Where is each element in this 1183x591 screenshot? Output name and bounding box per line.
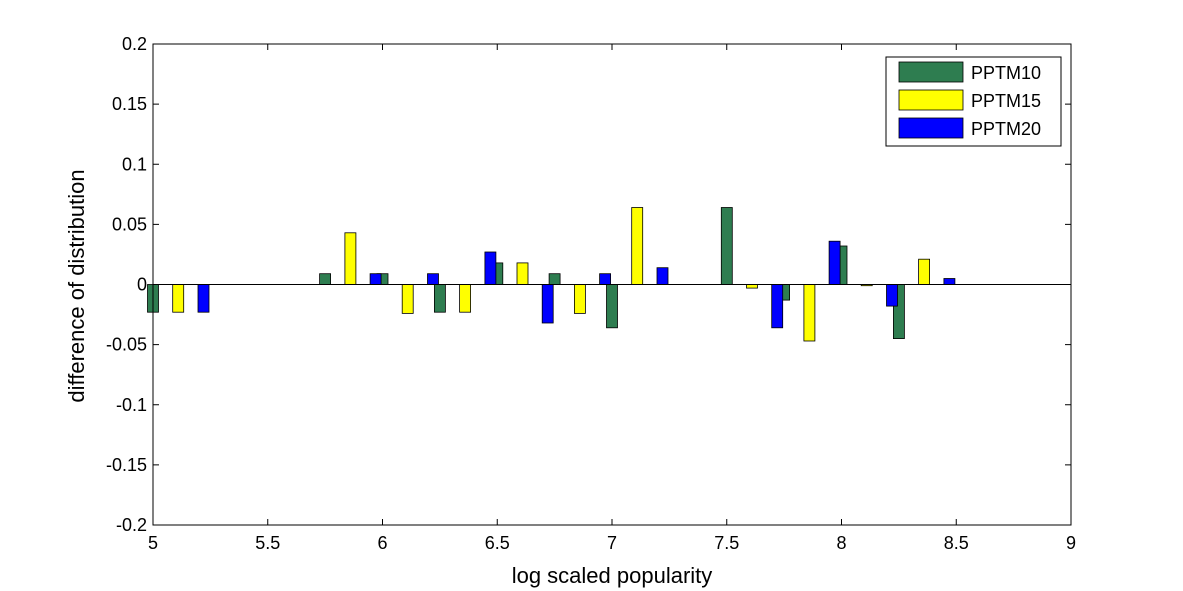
y-axis-ticks: -0.2 -0.15 -0.1 -0.05 0 0.05 0.1 0.15 0.2: [106, 34, 1071, 535]
bars-group: [147, 207, 956, 342]
bar-pptm15-8: [803, 284, 816, 342]
bar-pptm20-4: [541, 284, 554, 324]
x-axis-label: log scaled popularity: [512, 563, 713, 588]
y-axis-label: difference of distribution: [64, 169, 89, 402]
bar-pptm20-7: [771, 284, 784, 329]
x-tick-label: 6.5: [485, 533, 510, 553]
bar-pptm15-3: [459, 284, 472, 313]
bar-pptm15-5: [574, 284, 586, 314]
x-tick-label: 6: [377, 533, 387, 553]
bar-pptm15-4: [516, 262, 529, 285]
bar-pptm20-0: [197, 284, 210, 313]
bar-pptm10-7: [720, 207, 733, 285]
legend: PPTM10 PPTM15 PPTM20: [885, 56, 1062, 147]
legend-swatch-pptm10: [898, 61, 964, 83]
bar-pptm15-2: [401, 284, 414, 314]
x-tick-label: 5: [148, 533, 158, 553]
bar-pptm20-2: [427, 273, 439, 285]
x-tick-label: 7.5: [714, 533, 739, 553]
y-tick-label: 0.15: [112, 94, 147, 114]
bar-pptm20-5: [599, 273, 611, 285]
y-tick-label: -0.1: [116, 395, 147, 415]
bar-pptm10-6: [606, 284, 618, 329]
bar-pptm10-5: [548, 273, 561, 285]
bar-pptm20-1: [369, 273, 382, 285]
legend-swatch-pptm15: [898, 89, 964, 111]
y-tick-label: -0.15: [106, 455, 147, 475]
bar-pptm15-0: [172, 284, 185, 313]
bar-pptm10-1: [319, 273, 332, 285]
bar-pptm20-3: [484, 251, 497, 285]
x-tick-label: 8: [836, 533, 846, 553]
y-tick-label: 0: [137, 275, 147, 295]
legend-label-pptm15: PPTM15: [971, 91, 1041, 111]
x-tick-label: 8.5: [944, 533, 969, 553]
bar-pptm20-6: [656, 267, 669, 285]
legend-label-pptm10: PPTM10: [971, 63, 1041, 83]
bar-pptm15-10: [918, 258, 930, 285]
x-tick-label: 9: [1066, 533, 1076, 553]
bar-pptm10-3: [433, 284, 446, 313]
bar-pptm20-8: [828, 240, 841, 285]
bar-pptm15-7: [746, 284, 758, 289]
y-tick-label: -0.05: [106, 335, 147, 355]
x-axis-ticks: 5 5.5 6 6.5 7 7.5 8 8.5 9: [148, 44, 1076, 553]
y-tick-label: 0.05: [112, 214, 147, 234]
legend-label-pptm20: PPTM20: [971, 119, 1041, 139]
bar-pptm15-1: [344, 232, 357, 285]
y-tick-label: -0.2: [116, 515, 147, 535]
bar-pptm15-6: [631, 207, 644, 285]
bar-pptm20-9: [886, 284, 898, 307]
x-tick-label: 5.5: [255, 533, 280, 553]
bar-pptm20-10: [943, 278, 956, 285]
y-tick-label: 0.2: [122, 34, 147, 54]
y-tick-label: 0.1: [122, 154, 147, 174]
legend-swatch-pptm20: [898, 117, 964, 139]
x-tick-label: 7: [607, 533, 617, 553]
